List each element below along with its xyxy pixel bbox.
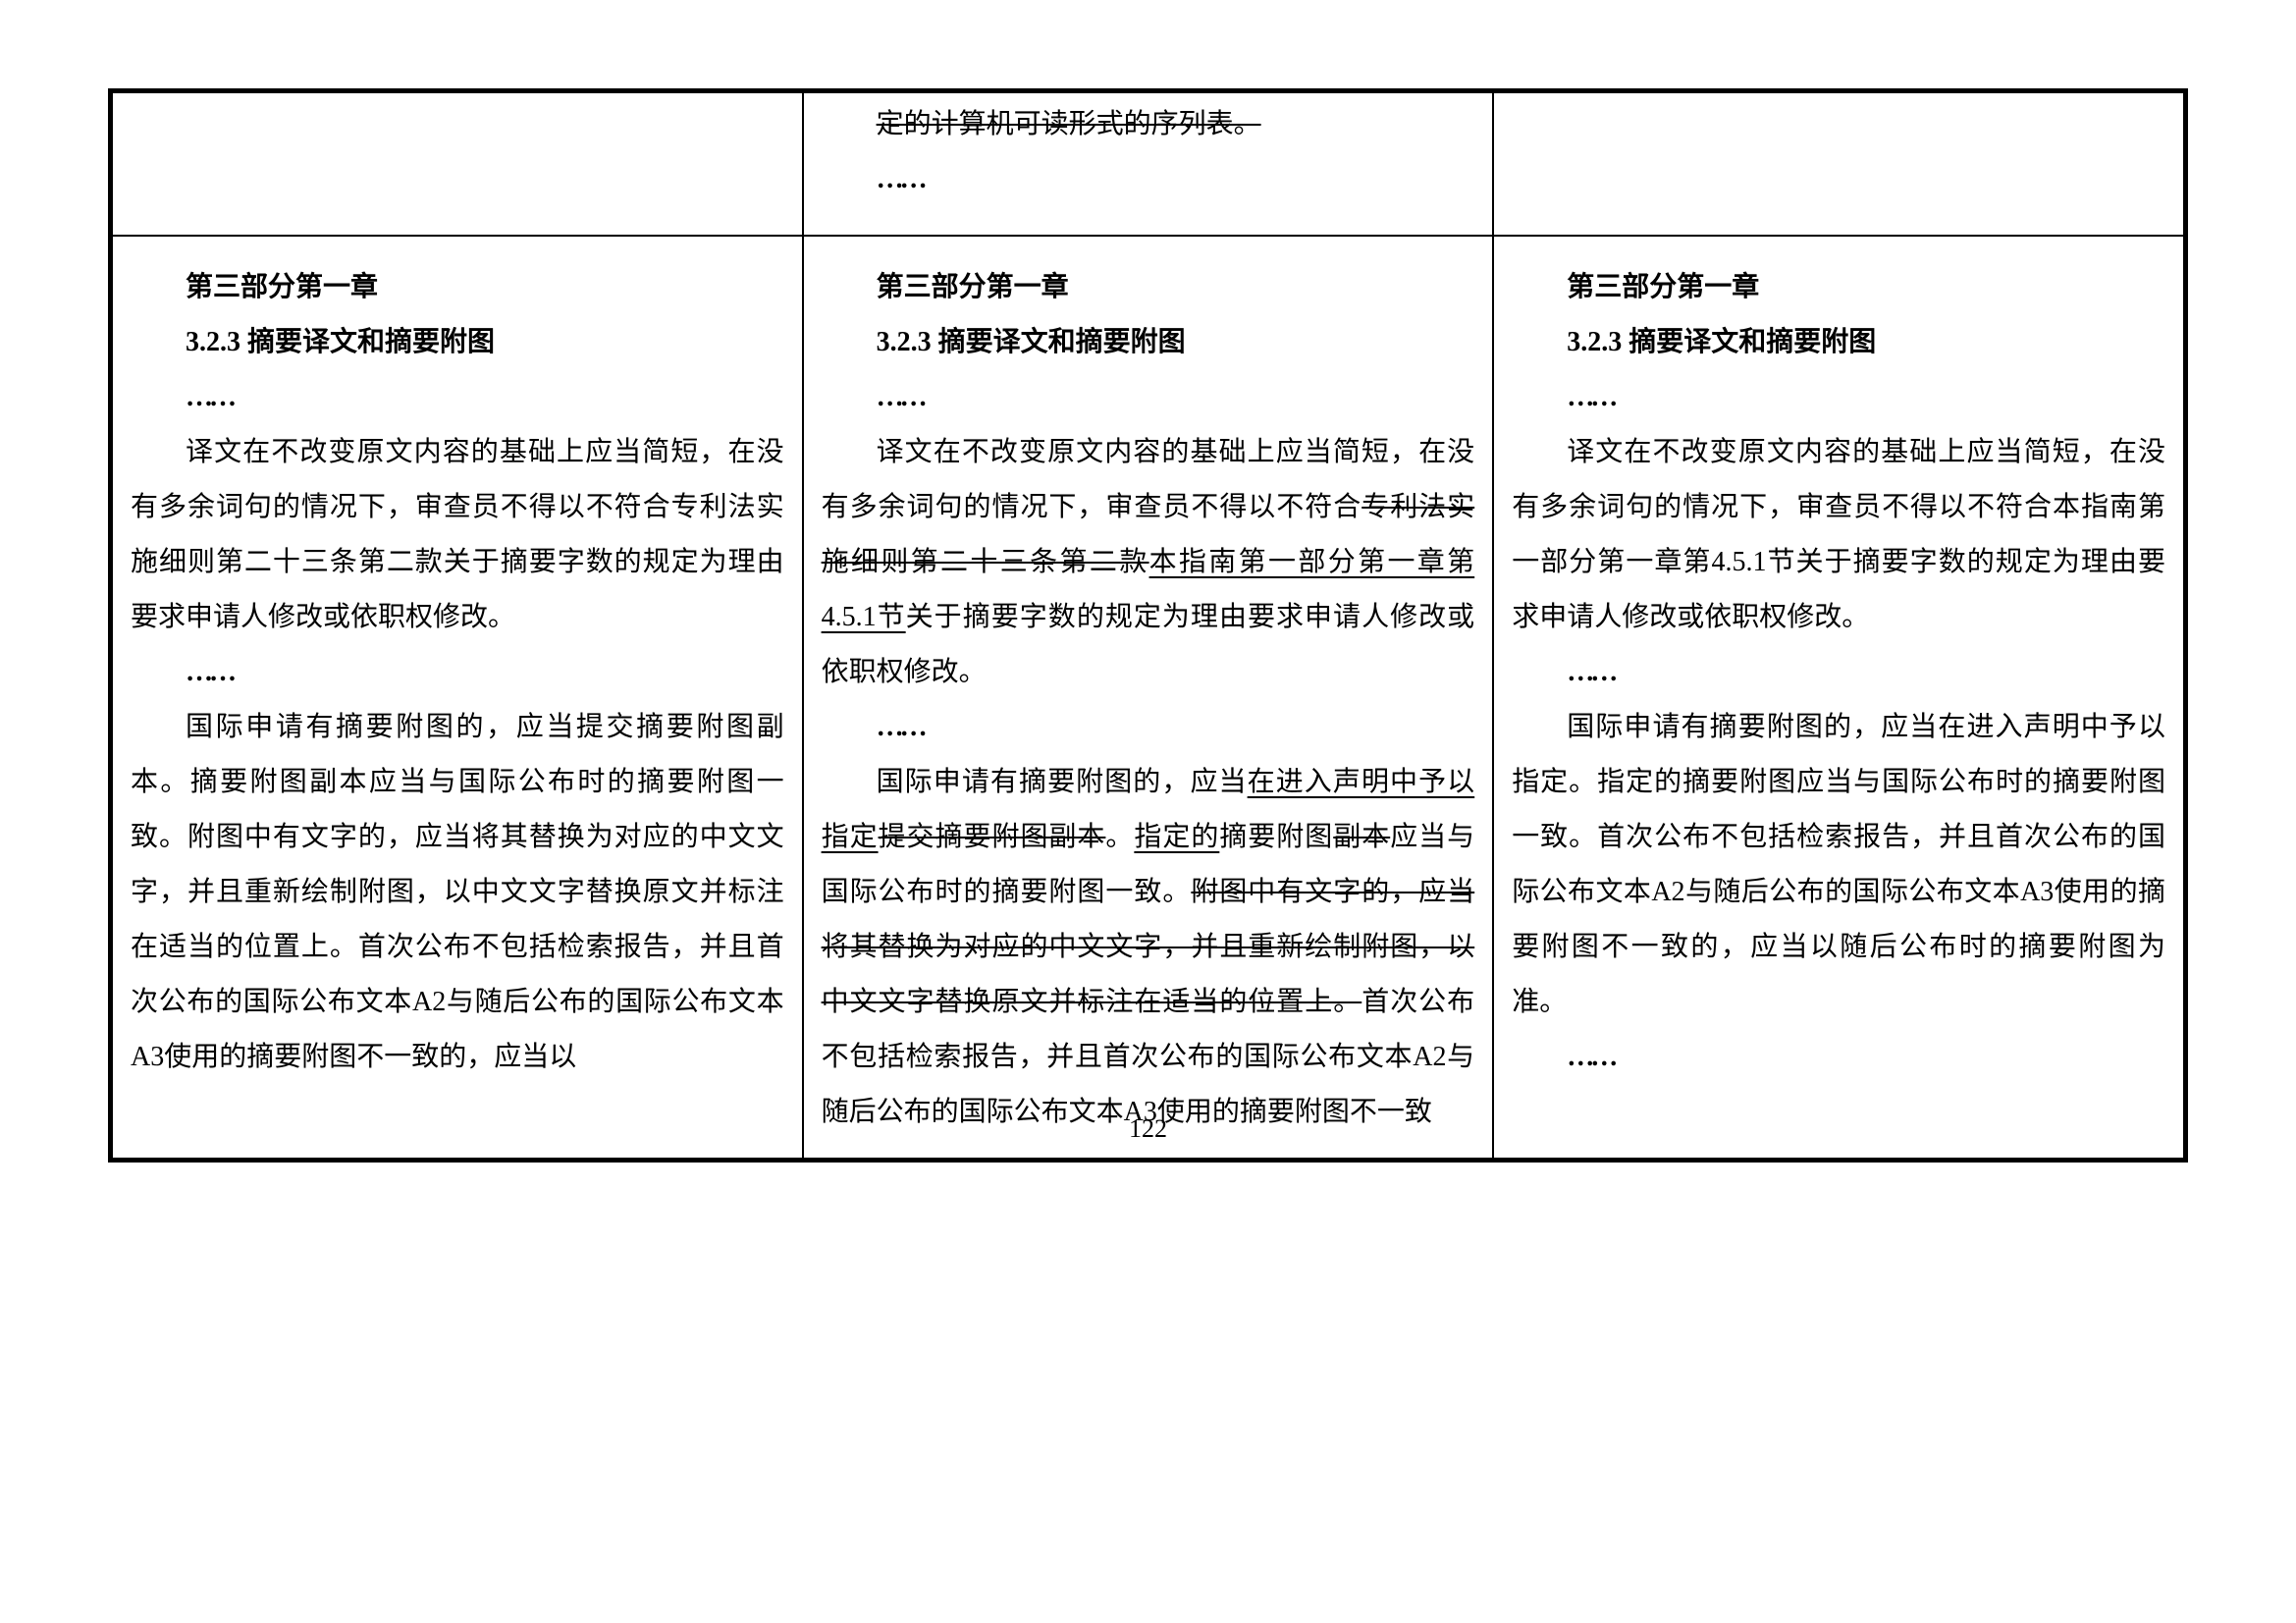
section-heading: 3.2.3 摘要译文和摘要附图 <box>131 315 784 370</box>
section-heading: 3.2.3 摘要译文和摘要附图 <box>1512 315 2165 370</box>
paragraph: 定的计算机可读形式的序列表。 <box>822 97 1475 152</box>
table-cell <box>1493 92 2184 236</box>
table-row: 第三部分第一章3.2.3 摘要译文和摘要附图……译文在不改变原文内容的基础上应当… <box>112 236 2184 1159</box>
text-run: 指定的 <box>1134 822 1219 852</box>
text-run: 国际申请有摘要附图的，应当提交摘要附图副本。摘要附图副本应当与国际公布时的摘要附… <box>131 712 784 1072</box>
paragraph: 译文在不改变原文内容的基础上应当简短，在没有多余词句的情况下，审查员不得以不符合… <box>131 425 784 645</box>
ellipsis: …… <box>1512 1030 2165 1085</box>
ellipsis: …… <box>822 700 1475 755</box>
page-number: 122 <box>0 1114 2296 1144</box>
text-run: 摘要附图 <box>1219 822 1333 852</box>
section-heading: 第三部分第一章 <box>822 260 1475 315</box>
text-run: 关于摘要字数的规定为理由要求申请人修改或依职权修改。 <box>822 602 1475 687</box>
paragraph: 国际申请有摘要附图的，应当提交摘要附图副本。摘要附图副本应当与国际公布时的摘要附… <box>131 700 784 1085</box>
section-heading: 第三部分第一章 <box>1512 260 2165 315</box>
text-run: 定的计算机可读形式的序列表。 <box>877 109 1261 139</box>
ellipsis: …… <box>131 645 784 700</box>
paragraph: 国际申请有摘要附图的，应当在进入声明中予以指定提交摘要附图副本。指定的摘要附图副… <box>822 755 1475 1140</box>
comparison-table-wrap: 定的计算机可读形式的序列表。……第三部分第一章3.2.3 摘要译文和摘要附图……… <box>108 88 2188 1163</box>
text-run: 副本 <box>1333 822 1390 852</box>
text-run: 译文在不改变原文内容的基础上应当简短，在没有多余词句的情况下，审查员不得以不符合… <box>131 437 784 632</box>
ellipsis: …… <box>1512 645 2165 700</box>
text-run: 提交摘要附图副本 <box>879 822 1106 852</box>
table-cell: 第三部分第一章3.2.3 摘要译文和摘要附图……译文在不改变原文内容的基础上应当… <box>803 236 1494 1159</box>
table-cell: 第三部分第一章3.2.3 摘要译文和摘要附图……译文在不改变原文内容的基础上应当… <box>1493 236 2184 1159</box>
text-run: 译文在不改变原文内容的基础上应当简短，在没有多余词句的情况下，审查员不得以不符合… <box>1512 437 2165 632</box>
paragraph: 译文在不改变原文内容的基础上应当简短，在没有多余词句的情况下，审查员不得以不符合… <box>1512 425 2165 645</box>
table-row: 定的计算机可读形式的序列表。 …… <box>112 92 2184 236</box>
text-run: 。 <box>1105 822 1134 852</box>
text-run: 国际申请有摘要附图的，应当 <box>877 767 1248 797</box>
table-cell <box>112 92 803 236</box>
ellipsis: …… <box>131 370 784 425</box>
comparison-table: 定的计算机可读形式的序列表。……第三部分第一章3.2.3 摘要译文和摘要附图……… <box>111 91 2185 1160</box>
text-run: 国际申请有摘要附图的，应当在进入声明中予以指定。指定的摘要附图应当与国际公布时的… <box>1512 712 2165 1017</box>
ellipsis: …… <box>1512 370 2165 425</box>
document-page: 定的计算机可读形式的序列表。……第三部分第一章3.2.3 摘要译文和摘要附图……… <box>0 0 2296 1623</box>
ellipsis: …… <box>822 370 1475 425</box>
ellipsis: …… <box>822 152 1475 207</box>
table-body: 定的计算机可读形式的序列表。……第三部分第一章3.2.3 摘要译文和摘要附图……… <box>112 92 2184 1159</box>
section-heading: 3.2.3 摘要译文和摘要附图 <box>822 315 1475 370</box>
paragraph: 国际申请有摘要附图的，应当在进入声明中予以指定。指定的摘要附图应当与国际公布时的… <box>1512 700 2165 1030</box>
table-cell: 第三部分第一章3.2.3 摘要译文和摘要附图……译文在不改变原文内容的基础上应当… <box>112 236 803 1159</box>
section-heading: 第三部分第一章 <box>131 260 784 315</box>
paragraph: 译文在不改变原文内容的基础上应当简短，在没有多余词句的情况下，审查员不得以不符合… <box>822 425 1475 700</box>
table-cell: 定的计算机可读形式的序列表。 …… <box>803 92 1494 236</box>
